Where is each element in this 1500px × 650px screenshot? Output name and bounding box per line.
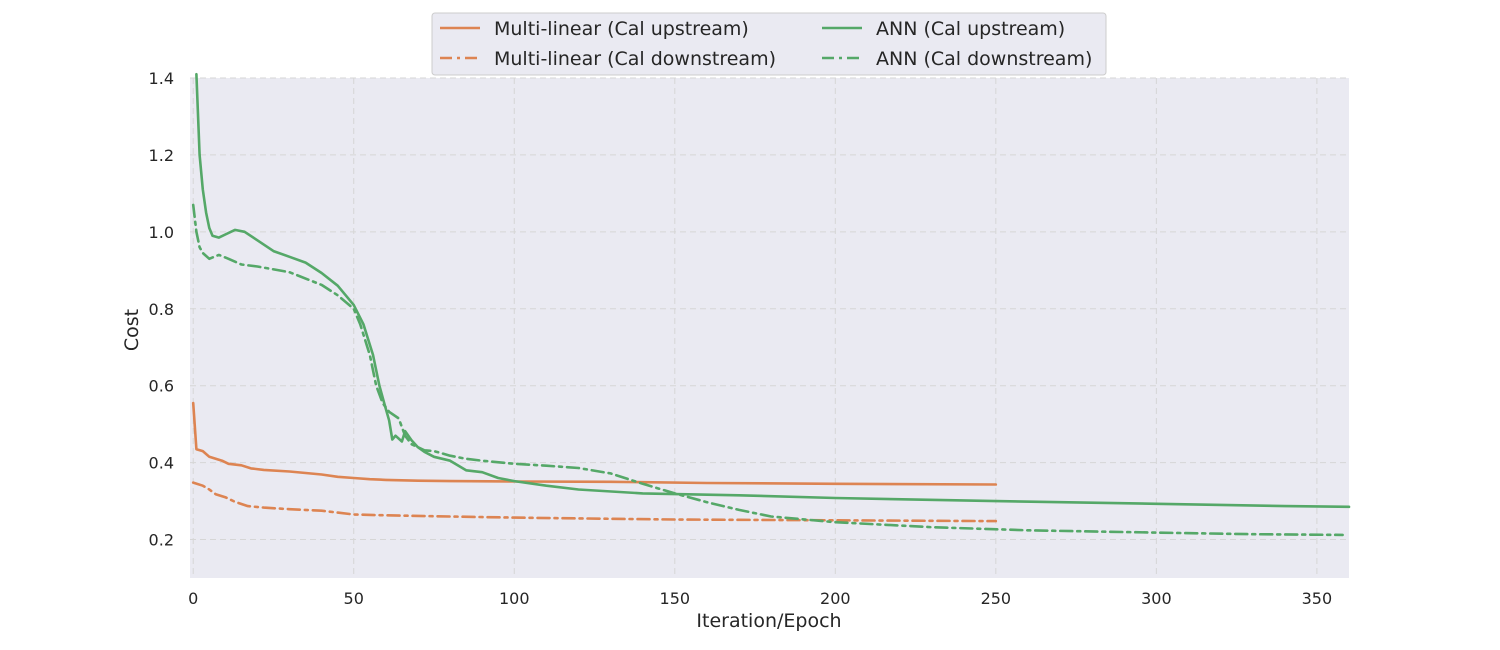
y-tick-label: 1.4 [149, 69, 174, 88]
x-tick-label: 100 [499, 589, 530, 608]
series-lines [191, 72, 1351, 537]
y-tick-label: 1.2 [149, 146, 174, 165]
grid-lines [190, 77, 1349, 578]
legend-box [431, 12, 1107, 76]
x-tick-label: 250 [981, 589, 1012, 608]
x-tick-label: 350 [1302, 589, 1333, 608]
series-line-4 [191, 203, 1344, 537]
x-axis-ticks: 0 50 100 150 200 250 300 350 [188, 589, 1332, 608]
series-line-1 [191, 401, 998, 486]
series-line-3 [195, 72, 1351, 509]
y-axis-ticks: 0.2 0.4 0.6 0.8 1.0 1.2 1.4 [149, 69, 174, 550]
y-tick-label: 0.2 [149, 531, 174, 550]
plot-area [190, 78, 1349, 578]
x-tick-label: 300 [1141, 589, 1172, 608]
y-tick-label: 0.4 [149, 454, 174, 473]
legend-label-4: ANN (Cal downstream) [876, 48, 1092, 70]
x-axis-label: Iteration/Epoch [696, 610, 841, 632]
y-axis-label: Cost [121, 309, 143, 351]
x-tick-label: 0 [188, 589, 198, 608]
y-tick-label: 0.6 [149, 377, 174, 396]
x-tick-label: 150 [660, 589, 691, 608]
legend-label-1: Multi-linear (Cal upstream) [494, 18, 749, 40]
legend: Multi-linear (Cal upstream) Multi-linear … [431, 12, 1107, 76]
series-line-2 [191, 481, 998, 523]
y-tick-label: 1.0 [149, 223, 174, 242]
x-tick-label: 50 [344, 589, 364, 608]
y-tick-label: 0.8 [149, 300, 174, 319]
legend-label-3: ANN (Cal upstream) [876, 18, 1065, 40]
legend-label-2: Multi-linear (Cal downstream) [494, 48, 776, 70]
x-tick-label: 200 [820, 589, 851, 608]
